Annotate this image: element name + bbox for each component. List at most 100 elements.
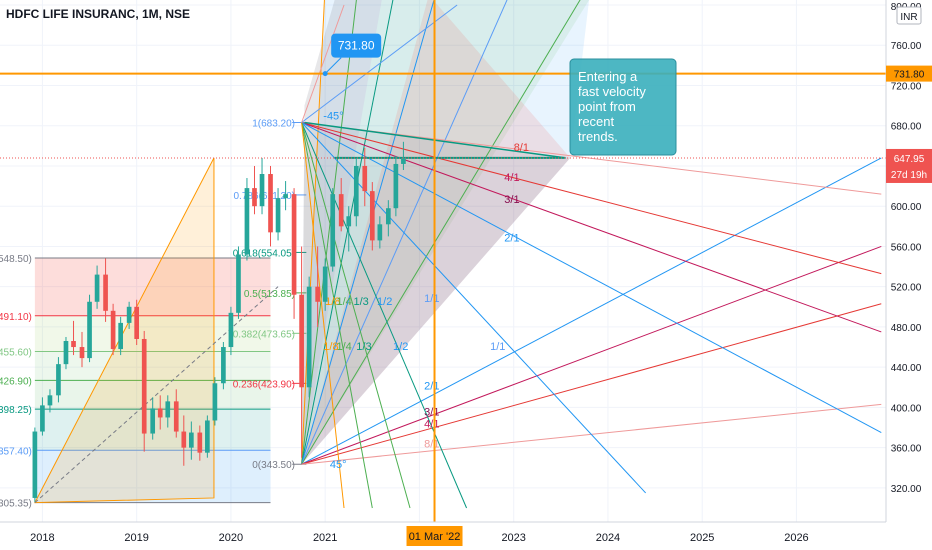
fan-ray[interactable] (301, 122, 411, 509)
fan-ratio-label: 1/4 (336, 341, 351, 353)
price-tick-label: 680.00 (891, 122, 922, 133)
fib2-level-label: 0(343.50) (252, 460, 295, 471)
candle-body (353, 165, 359, 217)
fan-ray[interactable] (301, 122, 882, 433)
target-bubble-pointer (324, 57, 342, 74)
fan-ratio-label: 4/1 (424, 419, 439, 431)
fan-fill (301, 0, 382, 465)
fan-ray[interactable] (301, 122, 647, 494)
candle-body (362, 165, 368, 192)
candle-body (79, 347, 85, 359)
time-tick-label: 2018 (30, 532, 54, 544)
target-bubble-label: 731.80 (338, 39, 375, 53)
time-tick-label: 2023 (501, 532, 525, 544)
candle-body (306, 286, 312, 388)
candle-body (189, 432, 194, 448)
fan-ray[interactable] (301, 0, 514, 465)
candle-body (32, 431, 38, 498)
fib-level-label: 1(305.35) (0, 499, 32, 510)
candle-body (228, 312, 234, 348)
candles (32, 141, 406, 502)
candle-body (283, 194, 288, 199)
candle-body (401, 157, 406, 164)
price-tick-label: 480.00 (891, 323, 922, 334)
candle-body (110, 310, 116, 350)
time-tick-label: 2021 (313, 532, 337, 544)
candle-body (150, 408, 156, 434)
candle-body (393, 163, 399, 209)
fan-ray[interactable] (301, 122, 373, 509)
candle-body (369, 191, 375, 241)
candle-body (165, 401, 171, 418)
candle-body (47, 395, 53, 406)
fib2-level-label: 1(683.20) (252, 119, 295, 130)
currency-label: INR (900, 12, 917, 23)
target-price-badge (886, 65, 932, 82)
fan-ratio-label: 3/1 (424, 406, 439, 418)
price-axis-panel[interactable] (886, 0, 932, 550)
fib-level-label: 0.236(491.10) (0, 312, 32, 323)
time-tick-label: 2024 (596, 532, 620, 544)
fan-ray[interactable] (301, 4, 345, 123)
fan-ray[interactable] (301, 0, 326, 465)
fan-ratio-label: 3/1 (504, 194, 519, 206)
last-price-badge (886, 148, 932, 183)
fib-level-label: 0.786(357.40) (0, 446, 32, 457)
price-tick-label: 760.00 (891, 41, 922, 52)
grid (0, 0, 886, 522)
annotation-text: Entering a fast velocity point from rece… (578, 69, 650, 144)
fib-level-label: 0.382(455.60) (0, 347, 32, 358)
fan-ray[interactable] (301, 303, 882, 465)
candle-body (141, 338, 147, 434)
fan-fill (301, 0, 590, 465)
target-bubble[interactable] (331, 33, 382, 58)
cursor-date-label: 01 Mar '22 (409, 531, 461, 543)
candle-body (385, 208, 391, 225)
candle-body (299, 294, 304, 388)
trend-dashed-line[interactable] (34, 286, 279, 503)
fan-ratio-label: 1/1 (424, 293, 439, 305)
chart-title: HDFC LIFE INSURANC, 1M, NSE (6, 7, 190, 21)
fan-ray[interactable] (301, 122, 882, 275)
fan-ray[interactable] (301, 4, 458, 123)
annotation-callout[interactable]: Entering a fast velocity point from rece… (569, 58, 677, 156)
candle-body (315, 286, 320, 302)
last-price-label: 647.95 (894, 154, 925, 165)
countdown-label: 27d 19h (891, 170, 927, 181)
fan-ray[interactable] (301, 122, 345, 509)
candle-body (259, 174, 265, 207)
fib-level-label: 0(548.50) (0, 254, 32, 265)
candle-body (56, 364, 61, 396)
fan-ratio-label: 45° (330, 459, 347, 471)
fan-ray[interactable] (301, 157, 882, 465)
fib-zone (34, 258, 271, 316)
fan-ray[interactable] (301, 0, 439, 465)
fan-ray[interactable] (301, 122, 468, 509)
candle-body (40, 405, 45, 432)
fib-level-label: 0.5(426.90) (0, 376, 32, 387)
fan-ratio-label: 8/1 (514, 142, 529, 154)
candle-body (126, 306, 132, 323)
fan-ratio-label: 1/8 (325, 296, 340, 308)
fan-ratio-label: 2/1 (424, 380, 439, 392)
fan-ray[interactable] (301, 245, 882, 465)
price-tick-label: 520.00 (891, 283, 922, 294)
price-tick-label: 320.00 (891, 484, 922, 495)
candle-body (291, 194, 297, 295)
candle-body (212, 383, 218, 421)
candle-body (63, 341, 69, 365)
candle-body (157, 408, 163, 418)
currency-badge[interactable]: INR (896, 6, 922, 25)
price-tick-label: 440.00 (891, 363, 922, 374)
candle-body (377, 224, 383, 241)
candle-body (244, 188, 250, 255)
price-tick-label: 400.00 (891, 403, 922, 414)
time-tick-label: 2019 (124, 532, 148, 544)
candle-body (268, 174, 273, 233)
fan-ratio-label: 2/1 (504, 232, 519, 244)
price-tick-label: 600.00 (891, 202, 922, 213)
time-axis-panel[interactable] (0, 522, 932, 550)
fan-fill (301, 122, 571, 465)
gann-fan[interactable]: 8/14/13/12/11/11/12/13/14/18/11/81/4 1/3 1… (301, 0, 882, 509)
target-point[interactable] (322, 71, 328, 77)
